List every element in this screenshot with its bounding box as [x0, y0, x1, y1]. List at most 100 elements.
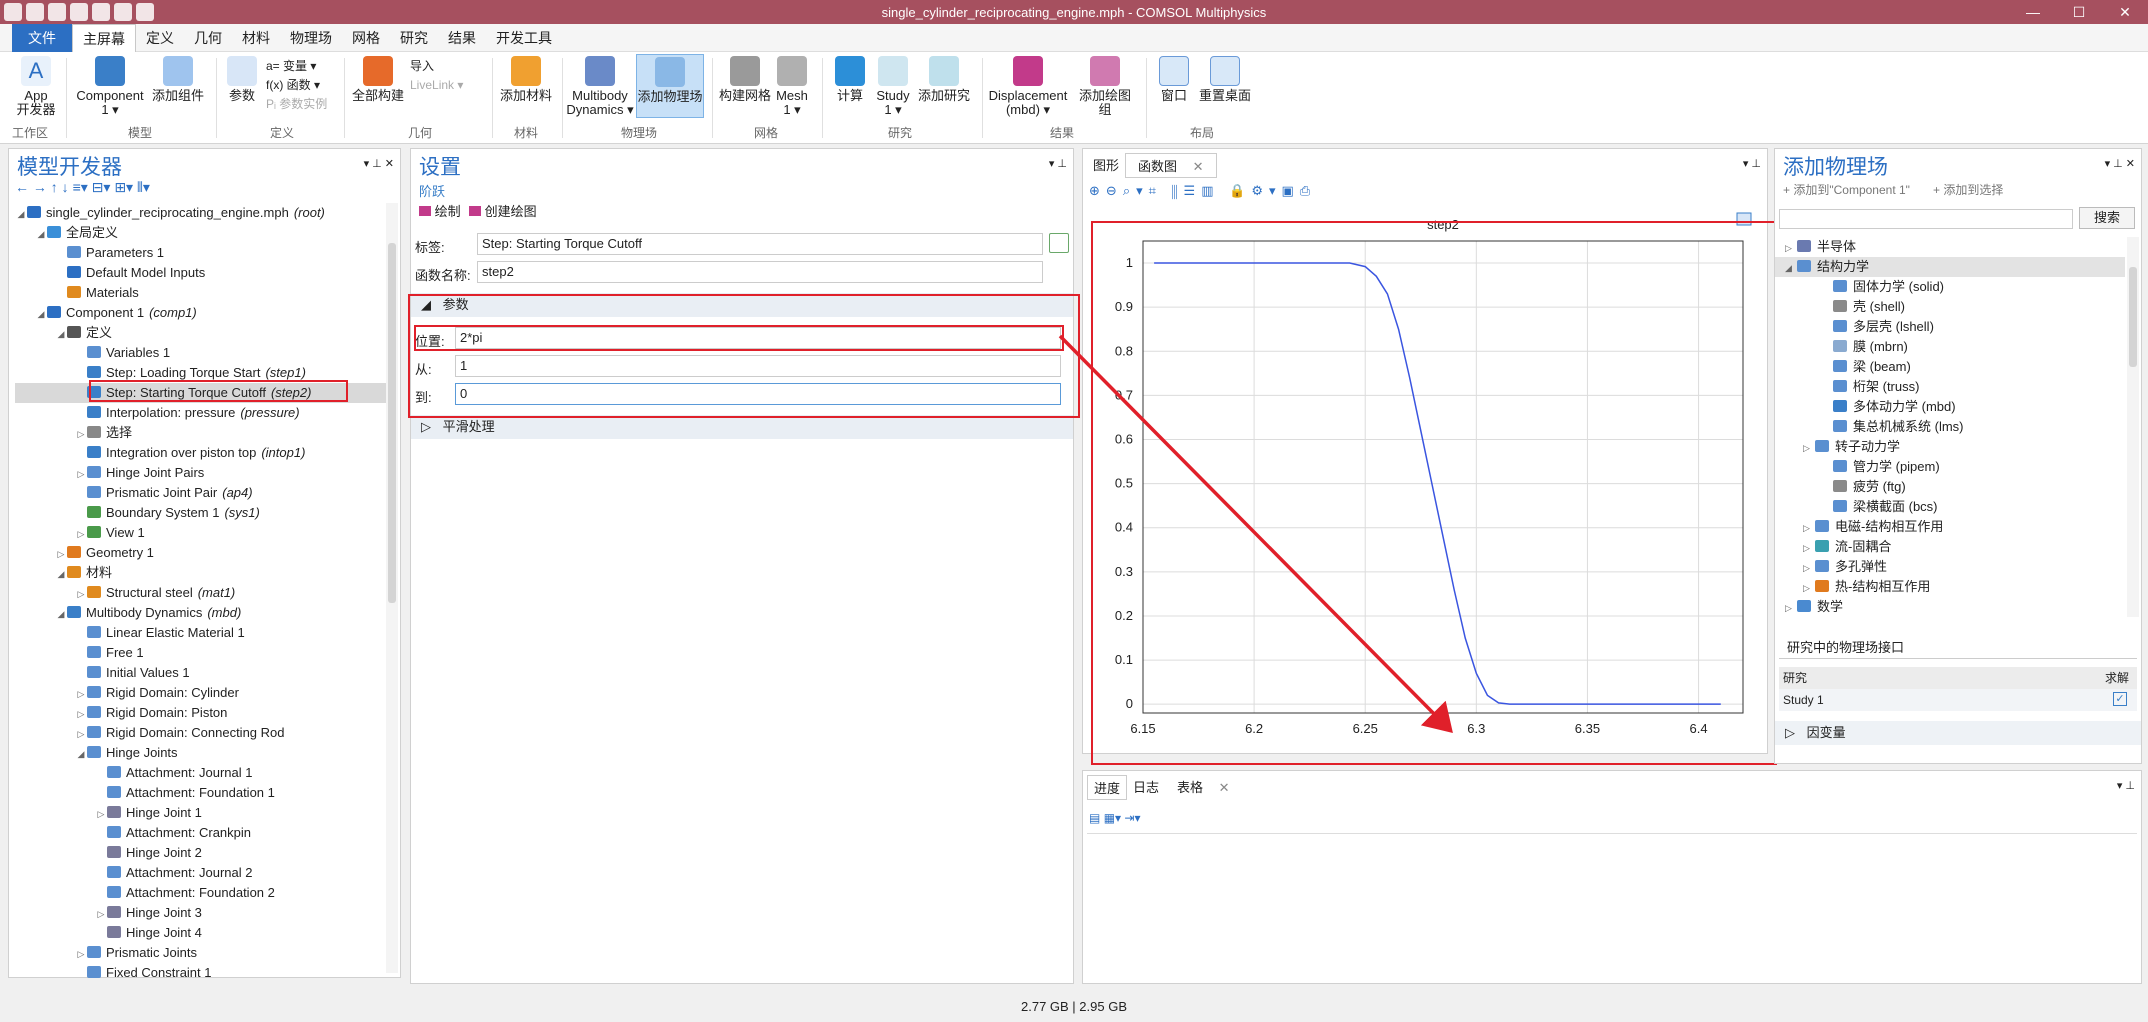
variables-button[interactable]: a= 变量 ▾ — [266, 59, 317, 73]
expand-toggle-icon[interactable]: ▷ — [77, 689, 85, 699]
build-all-button[interactable]: 全部构建 — [352, 56, 404, 103]
tree-node[interactable]: Hinge Joint 2 — [15, 843, 395, 863]
expand-toggle-icon[interactable]: ▷ — [77, 529, 85, 539]
physics-list-item[interactable]: 管力学 (pipem) — [1775, 457, 2125, 477]
menu-home[interactable]: 主屏幕 — [72, 23, 136, 52]
physics-list-item[interactable]: ▷ 电磁-结构相互作用 — [1775, 517, 2125, 537]
columns-icon[interactable]: ⫴▾ — [136, 179, 150, 195]
undo-icon[interactable] — [70, 3, 88, 21]
grid-icon[interactable]: ⫼ — [1171, 183, 1184, 198]
add-component-button[interactable]: 添加组件 — [150, 56, 206, 103]
tree-node[interactable]: ◢ 全局定义 — [15, 223, 395, 243]
tree-scrollbar[interactable] — [386, 203, 398, 973]
physics-list-item[interactable]: ▷ 转子动力学 — [1775, 437, 2125, 457]
expand-toggle-icon[interactable]: ▷ — [57, 549, 65, 559]
location-field[interactable]: 2*pi — [455, 327, 1061, 349]
tab-function-plot[interactable]: 函数图 ✕ — [1125, 153, 1217, 178]
move-up-icon[interactable]: ↑ — [50, 179, 58, 195]
add-to-component-button[interactable]: + 添加到"Component 1" — [1783, 181, 1910, 198]
tree-node[interactable]: Free 1 — [15, 643, 395, 663]
dependent-vars-section-header[interactable]: ▷ 因变量 — [1775, 721, 2141, 745]
add-study-button[interactable]: 添加研究 — [916, 56, 972, 103]
menu-materials[interactable]: 材料 — [242, 29, 270, 46]
add-physics-pin-icon[interactable]: ▾ ⊥ ✕ — [2104, 158, 2135, 170]
physics-list-item[interactable]: 膜 (mbrn) — [1775, 337, 2125, 357]
forward-arrow-icon[interactable]: → — [32, 179, 47, 195]
to-field[interactable]: 0 — [455, 383, 1061, 405]
close-icon[interactable]: ✕ — [2119, 4, 2131, 20]
tree-node[interactable]: ▷ Hinge Joint Pairs — [15, 463, 395, 483]
import-button[interactable]: 导入 — [410, 59, 435, 73]
zoom-box-icon[interactable]: ⌕▾ — [1122, 183, 1149, 198]
expand-toggle-icon[interactable]: ▷ — [1785, 603, 1792, 613]
build-mesh-button[interactable]: 构建网格 — [718, 56, 772, 103]
maximize-icon[interactable]: ☐ — [2072, 4, 2086, 20]
expand-toggle-icon[interactable]: ▷ — [97, 909, 105, 919]
physics-list-item[interactable]: 多层壳 (lshell) — [1775, 317, 2125, 337]
create-plot-button[interactable]: 创建绘图 — [469, 201, 537, 220]
multibody-dynamics-button[interactable]: Multibody Dynamics ▾ — [566, 56, 634, 117]
table-export-icon[interactable]: ▦▾ — [1103, 811, 1122, 825]
expand-toggle-icon[interactable]: ▷ — [1803, 443, 1810, 453]
function-plot[interactable]: step2 6.15 6.2 6.25 6.3 6.35 6.4 0 0.1 0.2 0.3 0.4 0… — [1083, 211, 1767, 751]
solve-checkbox[interactable]: ✓ — [2113, 692, 2127, 706]
tab-table-close-icon[interactable]: ✕ — [1218, 780, 1230, 795]
tree-node[interactable]: Attachment: Journal 1 — [15, 763, 395, 783]
expand-toggle-icon[interactable]: ◢ — [57, 609, 65, 619]
tree-node[interactable]: Linear Elastic Material 1 — [15, 623, 395, 643]
physics-scrollbar[interactable] — [2127, 237, 2139, 617]
tree-node[interactable]: ▷ Rigid Domain: Cylinder — [15, 683, 395, 703]
expand-toggle-icon[interactable]: ◢ — [17, 209, 25, 219]
tree-node[interactable]: Fixed Constraint 1 — [15, 963, 395, 983]
settings-icon[interactable]: ⚙▾ — [1251, 183, 1282, 198]
tree-node[interactable]: Default Model Inputs — [15, 263, 395, 283]
tree-node[interactable]: Attachment: Crankpin — [15, 823, 395, 843]
tree-node[interactable]: ◢ Component 1 (comp1) — [15, 303, 395, 323]
displacement-button[interactable]: Displacement (mbd) ▾ — [988, 56, 1068, 117]
physics-scrollbar-thumb[interactable] — [2129, 267, 2137, 367]
expand-toggle-icon[interactable]: ▷ — [77, 589, 85, 599]
table-view-icon[interactable]: ▥ — [1201, 183, 1220, 198]
expand-toggle-icon[interactable]: ▷ — [97, 809, 105, 819]
menu-definitions[interactable]: 定义 — [146, 29, 174, 46]
physics-list-item[interactable]: ◢ 结构力学 — [1775, 257, 2125, 277]
tab-table[interactable]: 表格 ✕ — [1165, 775, 1242, 800]
tree-node[interactable]: ▷ View 1 — [15, 523, 395, 543]
expand-toggle-icon[interactable]: ◢ — [37, 229, 45, 239]
expand-toggle-icon[interactable]: ▷ — [1803, 583, 1810, 593]
menu-results[interactable]: 结果 — [448, 29, 476, 46]
plot-button[interactable]: 绘制 — [419, 201, 461, 220]
table-format-icon[interactable]: ▤ — [1089, 811, 1101, 825]
open-file-icon[interactable] — [26, 3, 44, 21]
tree-node[interactable]: ▷ Prismatic Joints — [15, 943, 395, 963]
tree-node[interactable]: Materials — [15, 283, 395, 303]
expand-toggle-icon[interactable]: ▷ — [77, 469, 85, 479]
study-button[interactable]: Study 1 ▾ — [872, 56, 914, 117]
expand-toggle-icon[interactable]: ▷ — [77, 429, 85, 439]
camera-icon[interactable]: ▣ — [1281, 183, 1300, 198]
bottom-pin-icon[interactable]: ▾ ⊥ — [2116, 780, 2135, 792]
zoom-out-icon[interactable]: ⊖ — [1105, 183, 1123, 198]
tree-node[interactable]: Initial Values 1 — [15, 663, 395, 683]
tab-progress[interactable]: 进度 — [1087, 775, 1128, 800]
smoothing-section-header[interactable]: ▷ 平滑处理 — [411, 415, 1073, 439]
tree-node[interactable]: ▷ Hinge Joint 1 — [15, 803, 395, 823]
expand-toggle-icon[interactable]: ▷ — [77, 709, 85, 719]
parameters-button[interactable]: 参数 — [222, 56, 262, 103]
label-field[interactable]: Step: Starting Torque Cutoff — [477, 233, 1043, 255]
save-icon[interactable] — [48, 3, 66, 21]
tree-node[interactable]: ◢ single_cylinder_reciprocating_engine.mp… — [15, 203, 395, 223]
livelink-button[interactable]: LiveLink ▾ — [410, 78, 464, 92]
expand-toggle-icon[interactable]: ◢ — [57, 329, 65, 339]
physics-list-item[interactable]: 集总机械系统 (lms) — [1775, 417, 2125, 437]
tab-graphics[interactable]: 图形 — [1093, 158, 1120, 173]
physics-list-item[interactable]: 梁 (beam) — [1775, 357, 2125, 377]
tree-node[interactable]: ▷ Structural steel (mat1) — [15, 583, 395, 603]
tree-scrollbar-thumb[interactable] — [388, 243, 396, 603]
new-file-icon[interactable] — [4, 3, 22, 21]
tree-node[interactable]: Hinge Joint 4 — [15, 923, 395, 943]
expand-toggle-icon[interactable]: ▷ — [1803, 543, 1810, 553]
add-material-button[interactable]: 添加材料 — [500, 56, 552, 103]
zoom-extents-icon[interactable]: ⌗ — [1148, 183, 1162, 198]
graphics-pin-icon[interactable]: ▾ ⊥ — [1742, 158, 1761, 170]
